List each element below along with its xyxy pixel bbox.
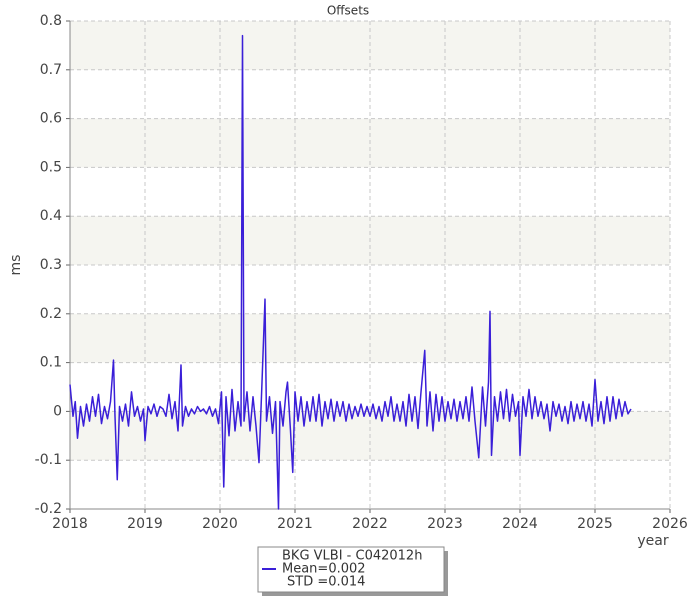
legend: BKG VLBI - C042012h Mean=0.002 STD =0.01… <box>257 546 448 596</box>
x-tick-label: 2024 <box>502 516 538 532</box>
y-tick-label: 0.1 <box>40 355 62 371</box>
x-axis-label: year <box>637 533 668 549</box>
y-axis-label: ms <box>8 255 24 276</box>
x-tick-label: 2023 <box>427 516 463 532</box>
y-tick-label: 0.7 <box>40 62 62 78</box>
x-tick-label: 2026 <box>652 516 688 532</box>
x-tick-label: 2021 <box>277 516 313 532</box>
x-tick-label: 2022 <box>352 516 388 532</box>
y-tick-label: 0.8 <box>40 13 62 29</box>
chart-title: Offsets <box>327 4 369 18</box>
y-tick-label: 0.4 <box>40 208 62 224</box>
y-tick-label: -0.1 <box>35 452 62 468</box>
y-tick-label: 0.5 <box>40 159 62 175</box>
legend-std: STD =0.014 <box>287 575 365 590</box>
y-tick-label: 0.6 <box>40 111 62 127</box>
x-tick-label: 2025 <box>577 516 613 532</box>
y-tick-label: 0 <box>53 403 62 419</box>
x-tick-label: 2019 <box>127 516 163 532</box>
data-line <box>69 34 632 510</box>
y-tick-label: -0.2 <box>35 501 62 517</box>
legend-label: BKG VLBI - C042012h <box>282 549 422 564</box>
y-tick-label: 0.3 <box>40 257 62 273</box>
legend-box <box>257 546 445 593</box>
legend-mean: Mean=0.002 <box>282 562 366 577</box>
y-tick-label: 0.2 <box>40 306 62 322</box>
x-tick-label: 2018 <box>52 516 88 532</box>
x-tick-label: 2020 <box>202 516 238 532</box>
